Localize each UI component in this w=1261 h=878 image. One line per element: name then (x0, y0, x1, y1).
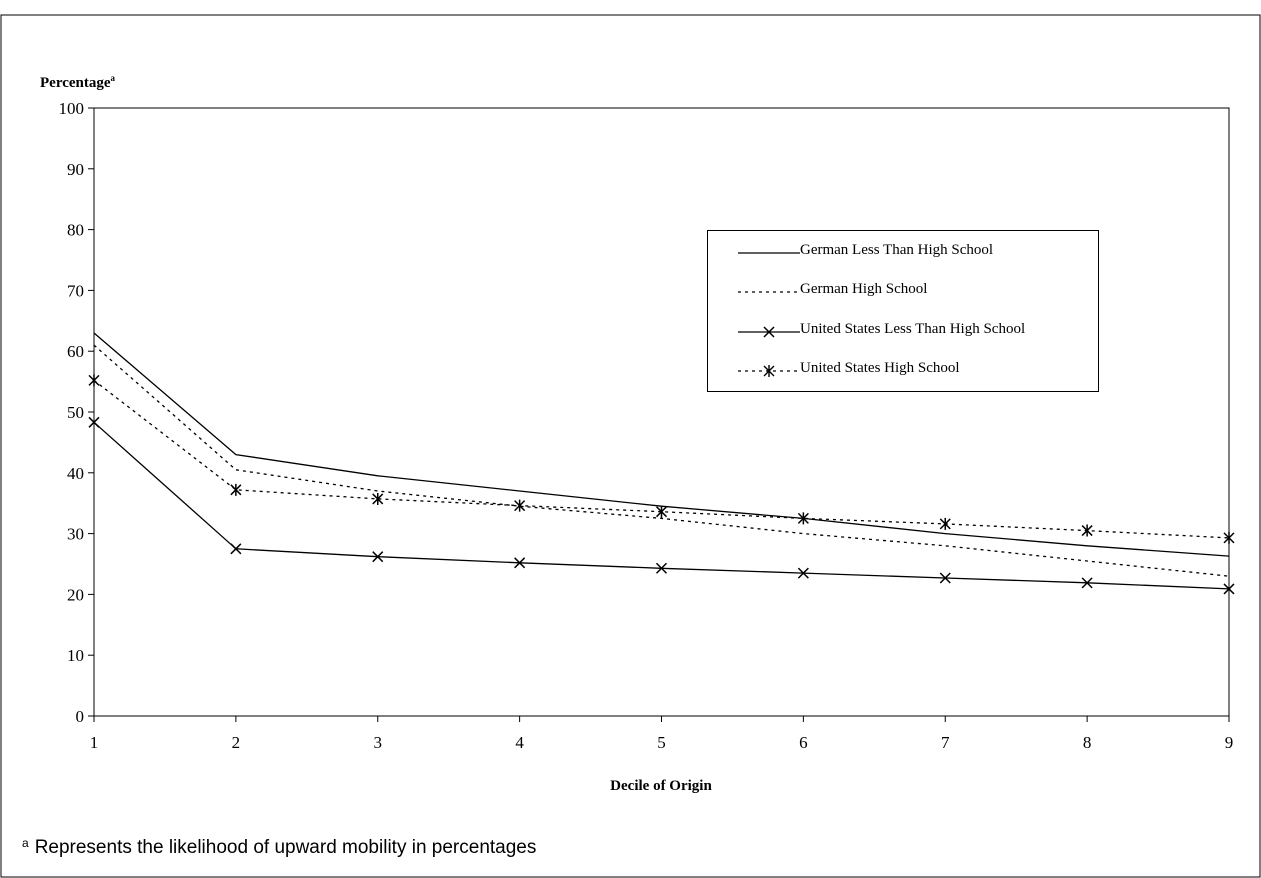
y-tick-label: 90 (67, 160, 84, 179)
y-tick-label: 40 (67, 464, 84, 483)
x-tick-label: 6 (799, 733, 808, 752)
plot-area: 0 10 20 30 40 50 60 70 80 90 100 1 2 3 4 5 6 7 8 9 (59, 99, 1235, 752)
legend-item-us-high-school: United States High School (708, 359, 1100, 383)
series-3-marker (1223, 531, 1235, 544)
series-3-marker (655, 505, 668, 518)
legend-label: German Less Than High School (800, 242, 994, 258)
plot-border (93, 107, 1230, 717)
footnote-marker: a (22, 836, 29, 850)
legend-item-us-less-than-high-school: United States Less Than High School (708, 320, 1100, 344)
y-tick-label: 10 (67, 646, 84, 665)
x-tick-label: 5 (657, 733, 666, 752)
series-line-3 (93, 379, 1230, 539)
legend-swatch-x-marker (738, 326, 800, 338)
series-3-marker (514, 499, 526, 512)
footnote: a Represents the likelihood of upward mob… (22, 836, 536, 859)
x-tick-label: 1 (90, 733, 99, 752)
footnote-text: Represents the likelihood of upward mobi… (34, 837, 537, 858)
series-2-marker (1223, 583, 1235, 595)
series-3-marker (939, 517, 951, 530)
y-tick-label: 80 (67, 221, 84, 240)
x-tick-label: 7 (941, 733, 950, 752)
x-tick-label: 3 (374, 733, 383, 752)
legend-label: German High School (800, 281, 928, 297)
y-tick-label: 60 (67, 342, 84, 361)
series-3-marker (372, 492, 384, 505)
x-tick-label: 2 (232, 733, 241, 752)
legend-label: United States Less Than High School (800, 321, 1026, 337)
series-2-marker (88, 416, 100, 428)
x-tick-label: 8 (1083, 733, 1092, 752)
legend-label: United States High School (800, 360, 960, 376)
series-3-marker (88, 374, 100, 387)
series-2-marker (514, 557, 526, 569)
series-2-marker (939, 572, 951, 584)
legend: German Less Than High School German High… (707, 230, 1099, 392)
legend-swatch-solid (738, 252, 800, 254)
series-2-marker (655, 562, 668, 574)
outer-border (0, 14, 1261, 878)
y-tick-label: 30 (67, 525, 84, 544)
series-3-marker (230, 483, 242, 496)
x-tick-label: 9 (1225, 733, 1234, 752)
series-line-1 (93, 344, 1230, 577)
legend-swatch-dotted (738, 291, 800, 293)
x-tick-label: 4 (515, 733, 524, 752)
series-2-marker (230, 543, 242, 555)
y-tick-label: 20 (67, 585, 84, 604)
legend-swatch-asterisk-marker (738, 365, 800, 377)
series-3-marker (797, 512, 809, 525)
y-tick-label: 100 (59, 99, 85, 118)
y-tick-label: 0 (76, 707, 85, 726)
x-axis-title: Decile of Origin (610, 778, 712, 794)
series-2-marker (1081, 577, 1093, 589)
legend-item-german-high-school: German High School (708, 280, 1100, 304)
series-3-marker (1081, 524, 1093, 537)
series-2-marker (797, 567, 809, 579)
y-tick-label: 70 (67, 281, 84, 300)
y-axis-title: Percentagea (40, 73, 116, 91)
legend-item-german-less-than-high-school: German Less Than High School (708, 241, 1100, 265)
y-tick-label: 50 (67, 403, 84, 422)
series-2-marker (372, 551, 384, 563)
